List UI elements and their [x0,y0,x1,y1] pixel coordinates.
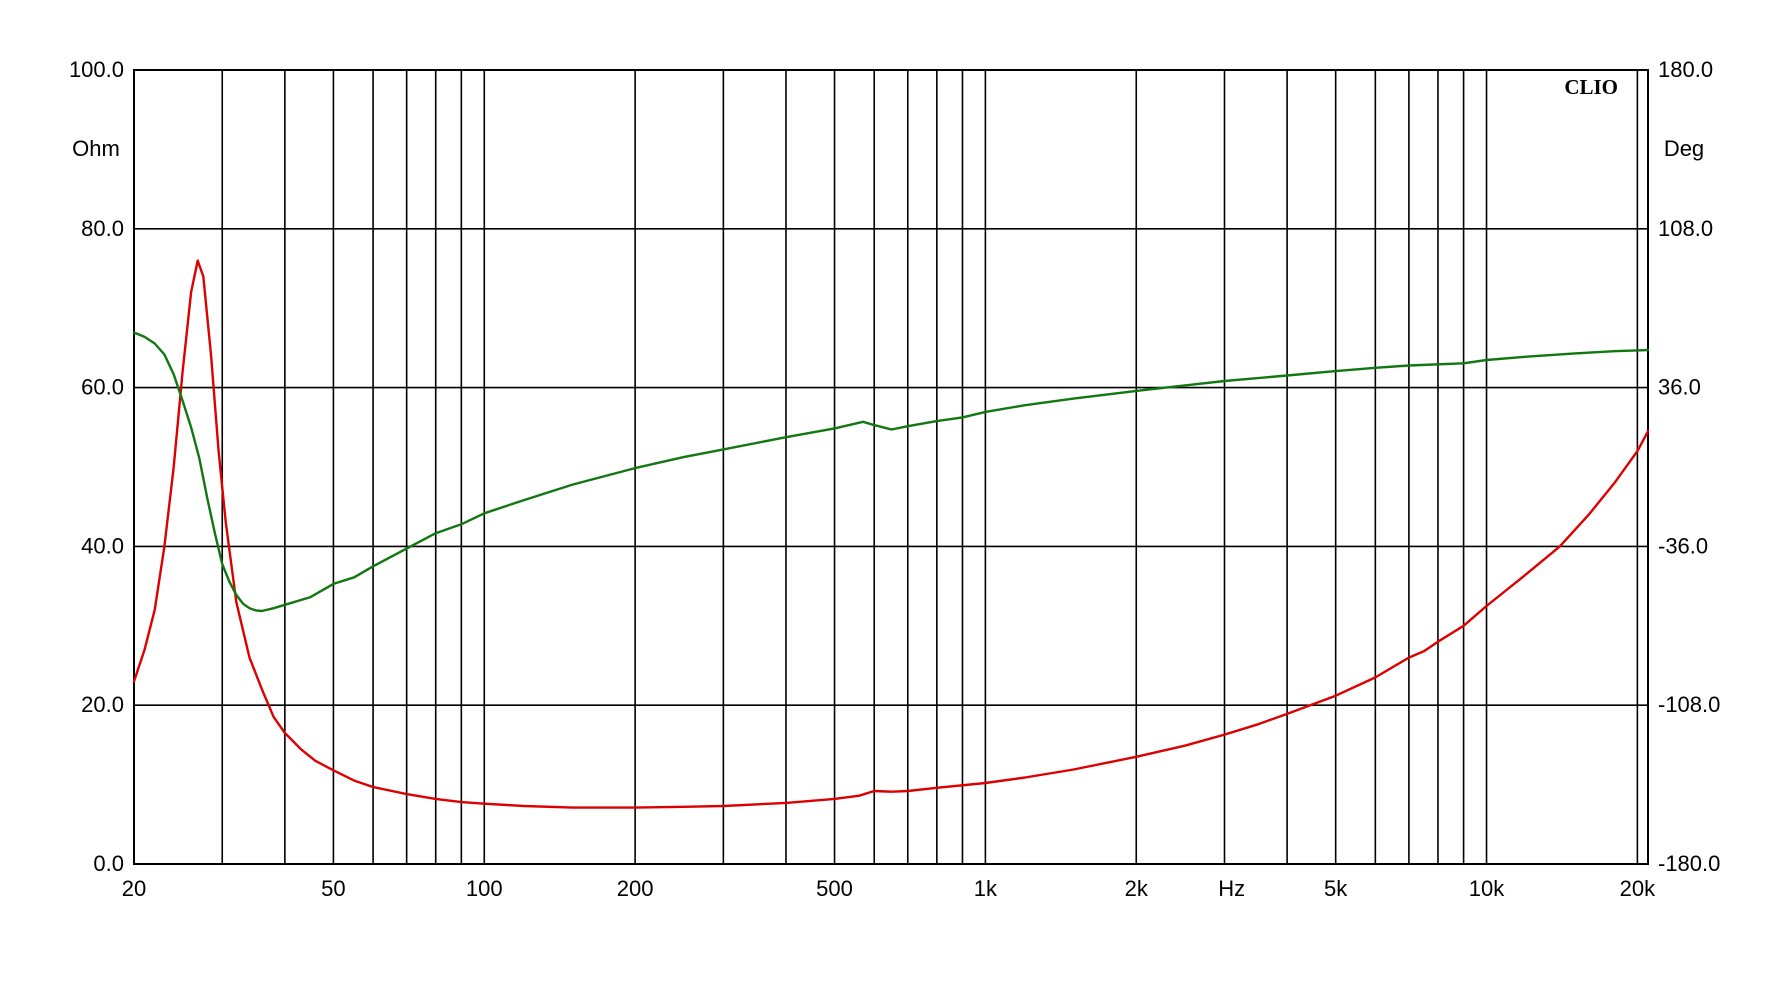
right-tick-label: 180.0 [1658,57,1713,82]
x-axis-unit: Hz [1218,876,1245,901]
left-axis-unit: Ohm [72,136,120,161]
impedance-series-line [132,259,1650,809]
x-tick-label: 2k [1125,876,1149,901]
right-tick-label: -180.0 [1658,851,1720,876]
left-tick-label: 80.0 [81,216,124,241]
plot-frame [133,69,1649,865]
left-tick-label: 100.0 [69,57,124,82]
left-tick-label: 60.0 [81,375,124,400]
x-tick-label: 5k [1324,876,1348,901]
left-tick-label: 0.0 [93,851,124,876]
right-axis-unit: Deg [1664,136,1704,161]
phase-series-line [132,331,1650,613]
right-tick-label: 108.0 [1658,216,1713,241]
right-tick-label: -36.0 [1658,533,1708,558]
x-tick-label: 10k [1469,876,1505,901]
x-tick-label: 100 [466,876,503,901]
right-tick-label: 36.0 [1658,375,1701,400]
x-tick-label: 50 [321,876,345,901]
vertical-gridlines [133,70,1639,864]
series-layer [132,259,1650,809]
left-tick-label: 20.0 [81,692,124,717]
labels-layer: CLIO Ohm Deg Hz 20 50 100 200 500 1k 2k 5k 10k 20… [69,57,1720,901]
x-tick-label: 200 [617,876,654,901]
brand-label: CLIO [1564,75,1618,99]
x-tick-label: 20 [122,876,146,901]
x-tick-label: 1k [974,876,998,901]
right-tick-label: -108.0 [1658,692,1720,717]
x-tick-label: 20k [1620,876,1656,901]
x-tick-label: 500 [816,876,853,901]
left-tick-label: 40.0 [81,533,124,558]
